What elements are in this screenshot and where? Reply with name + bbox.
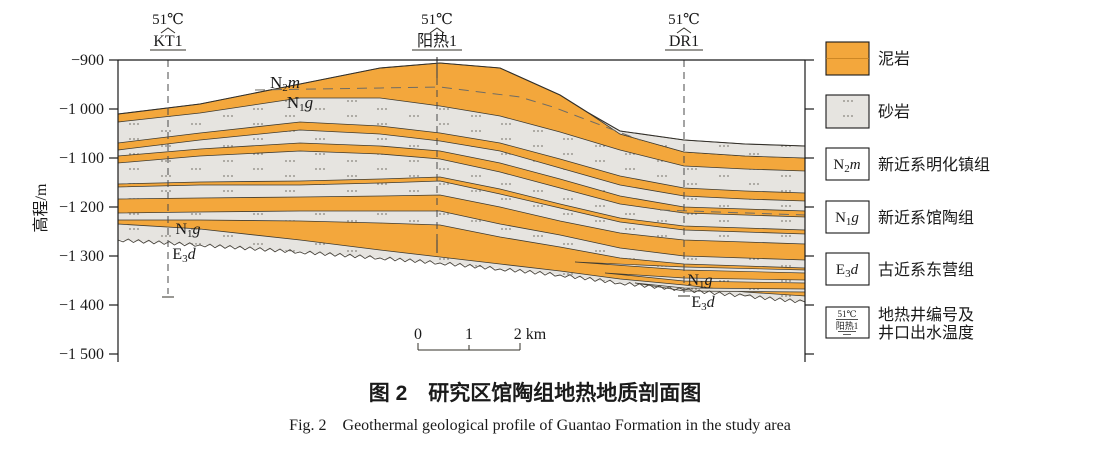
scale-label-0: 0: [414, 326, 422, 343]
legend-label-n2m: 新近系明化镇组: [878, 156, 990, 174]
axes: −900 −1 000 −1 100 −1 200 −1 300 −1 400 …: [32, 52, 814, 363]
well-kt1-temp: 51℃: [152, 12, 184, 28]
label-e3d-right: E3d: [691, 294, 715, 313]
well-kt1-derrick-icon: [160, 27, 176, 34]
y-axis-title: 高程/m: [32, 183, 50, 232]
legend-swatch-n2m: [825, 147, 870, 181]
legend-label-n1g: 新近系馆陶组: [878, 209, 974, 227]
well-dr1-temp: 51℃: [668, 12, 700, 28]
well-dr1-derrick-icon: [676, 27, 692, 34]
well-yangre1-derrick-icon: [429, 27, 445, 34]
legend-label-sandstone: 砂岩: [878, 103, 910, 121]
scale-label-1: 1: [465, 326, 473, 343]
legend-label-e3d: 古近系东营组: [878, 261, 974, 279]
ytick-1300: −1 300: [59, 248, 104, 265]
label-n2m-top: N2m: [270, 73, 300, 94]
legend-well-name: 阳热1: [836, 320, 859, 331]
ytick-1100: −1 100: [59, 150, 104, 167]
legend: 泥岩 砂岩 N2m 新近系明化镇组 N1g 新近系馆陶组 E3d 古近系东营组 …: [825, 41, 990, 342]
caption-english: Fig. 2 Geothermal geological profile of …: [289, 417, 791, 434]
well-yangre1-temp: 51℃: [421, 12, 453, 28]
label-n1g-right: N1g: [687, 272, 712, 291]
ytick-1000: −1 000: [59, 101, 104, 118]
legend-label-well-line1: 地热井编号及: [878, 306, 974, 324]
legend-swatch-n1g: [825, 200, 870, 234]
unconformity-wavy-line: [117, 238, 806, 304]
ytick-1400: −1 400: [59, 297, 104, 314]
legend-well-temp: 51℃: [837, 309, 856, 319]
y-axis-ticks-left: [109, 59, 118, 355]
legend-label-mudstone: 泥岩: [878, 50, 910, 68]
legend-swatch-well: [825, 306, 870, 339]
legend-label-well-line2: 井口出水温度: [878, 324, 974, 342]
y-axis-ticks-right: [805, 59, 814, 355]
scale-bar: 0 1 2 km: [414, 326, 547, 351]
legend-symbol-n2m: N2m: [833, 157, 860, 175]
label-n1g-left: N1g: [175, 221, 200, 240]
ytick-1200: −1 200: [59, 199, 104, 216]
top-surface-line: [117, 62, 806, 147]
scale-label-2km: 2 km: [514, 326, 547, 343]
ytick-900: −900: [71, 52, 104, 69]
legend-swatch-sandstone: [825, 94, 870, 129]
well-dr1-group: 51℃ DR1: [665, 12, 703, 297]
label-n1g-top: N1g: [287, 93, 313, 114]
well-yangre1-name: 阳热1: [417, 32, 457, 50]
legend-swatch-e3d: [825, 252, 870, 286]
label-e3d-left: E3d: [172, 246, 196, 265]
strata-labels: N2m N1g N1g E3d N1g E3d: [172, 73, 715, 313]
well-yangre1-group: 51℃ 阳热1: [412, 12, 462, 253]
n2m-n1g-dashed-boundary: [254, 86, 641, 141]
legend-well-symbol-icon: 51℃ 阳热1: [836, 309, 859, 335]
geology-body: [117, 62, 806, 304]
legend-symbol-n1g: N1g: [835, 210, 859, 228]
y-axis-tick-labels: −900 −1 000 −1 100 −1 200 −1 300 −1 400 …: [59, 52, 104, 363]
well-dr1-name: DR1: [669, 33, 699, 50]
well-kt1-group: 51℃ KT1: [150, 12, 186, 298]
well-kt1-name: KT1: [153, 33, 182, 50]
legend-symbol-e3d: E3d: [836, 262, 859, 280]
ytick-1500: −1 500: [59, 346, 104, 363]
caption-chinese: 图 2 研究区馆陶组地热地质剖面图: [369, 381, 702, 405]
